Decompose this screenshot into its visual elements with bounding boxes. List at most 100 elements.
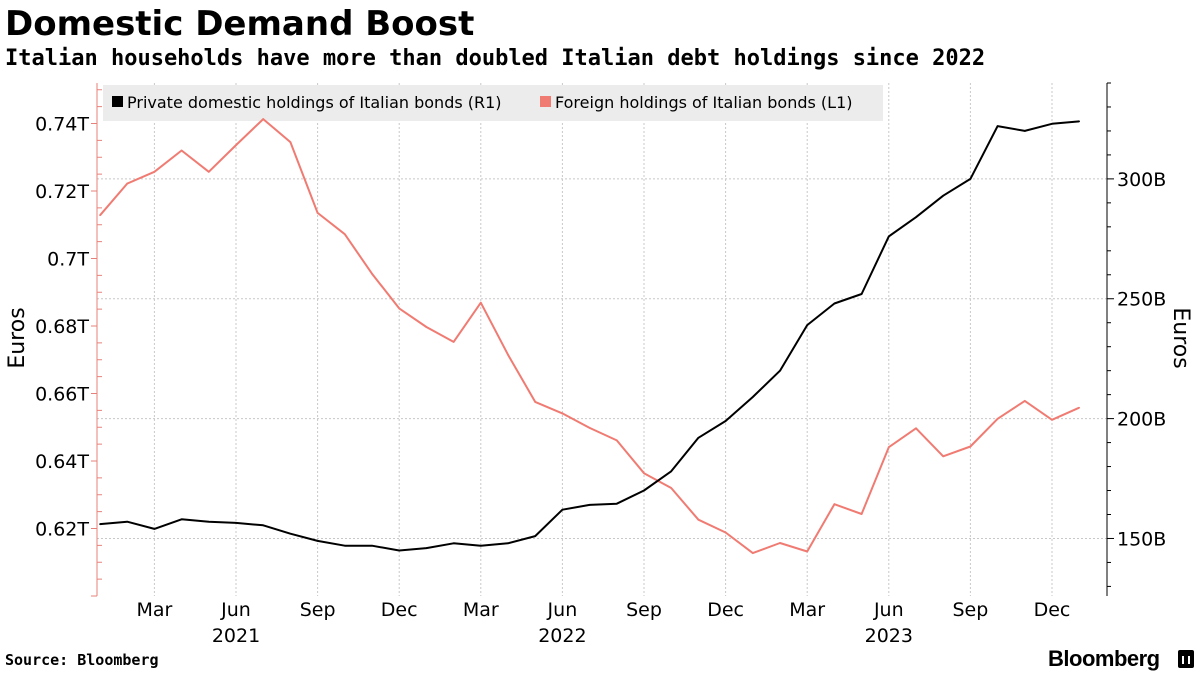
data-point-foreign (153, 170, 156, 173)
brand-logo: Bloomberg (1048, 646, 1160, 671)
y-right-tick-label: 200B (1117, 409, 1166, 431)
x-tick-label: Mar (136, 599, 172, 621)
y-right-tick-label: 250B (1117, 289, 1166, 311)
data-point-private-domestic (915, 216, 917, 219)
data-point-private-domestic (126, 520, 128, 523)
data-point-private-domestic (969, 178, 972, 180)
data-point-foreign (398, 307, 401, 310)
data-point-foreign (942, 455, 944, 458)
data-point-foreign (180, 149, 183, 152)
y-axis-label-right: Euros (1168, 307, 1193, 368)
data-point-private-domestic (480, 544, 482, 547)
y-left-tick-label: 0.74T (35, 114, 89, 136)
data-point-foreign (289, 141, 292, 143)
y-axis-label-left: Euros (5, 307, 30, 368)
legend: Private domestic holdings of Italian bon… (103, 85, 883, 121)
data-point-private-domestic (344, 544, 346, 547)
data-point-foreign (969, 445, 972, 448)
data-point-foreign (779, 542, 781, 544)
legend-label-private-domestic: Private domestic holdings of Italian bon… (127, 93, 502, 112)
data-point-private-domestic (1051, 122, 1053, 125)
data-point-private-domestic (697, 436, 700, 439)
y-left-tick-label: 0.72T (35, 181, 89, 203)
data-point-foreign (888, 446, 890, 448)
data-point-foreign (561, 412, 564, 415)
data-point-private-domestic (670, 470, 672, 473)
x-tick-label: Jun (873, 599, 904, 621)
data-point-private-domestic (99, 523, 101, 525)
data-point-private-domestic (153, 528, 156, 530)
data-point-foreign (344, 233, 346, 235)
x-tick-label: Mar (789, 599, 825, 621)
data-point-private-domestic (534, 535, 536, 537)
data-point-foreign (316, 212, 319, 214)
x-tick-label: Dec (1034, 599, 1071, 621)
x-tick-label: Sep (300, 599, 336, 621)
data-point-foreign (452, 341, 455, 343)
data-point-private-domestic (316, 540, 319, 542)
x-tick-label: Dec (707, 599, 744, 621)
data-point-private-domestic (262, 524, 265, 527)
data-point-private-domestic (996, 125, 999, 127)
data-point-foreign (697, 518, 700, 521)
data-point-private-domestic (1078, 120, 1080, 123)
data-point-private-domestic (588, 504, 591, 506)
data-point-foreign (588, 427, 591, 429)
data-point-private-domestic (942, 194, 944, 197)
data-point-foreign (480, 301, 482, 304)
x-tick-label: Jun (220, 599, 251, 621)
data-point-foreign (262, 118, 265, 120)
data-point-foreign (833, 503, 836, 506)
data-point-foreign (534, 401, 536, 403)
data-point-private-domestic (833, 302, 836, 305)
plot-area (97, 83, 1107, 596)
data-point-foreign (670, 487, 672, 489)
data-point-foreign (806, 550, 808, 553)
data-point-private-domestic (398, 549, 401, 552)
data-point-private-domestic (180, 518, 183, 521)
data-point-private-domestic (888, 235, 890, 238)
x-tick-label: Sep (626, 599, 662, 621)
y-right-tick-label: 150B (1117, 528, 1166, 550)
y-left-tick-label: 0.62T (35, 519, 89, 541)
data-point-foreign (1051, 419, 1053, 421)
y-left-tick-label: 0.64T (35, 451, 89, 473)
chart-title: Domestic Demand Boost (5, 4, 475, 44)
data-point-foreign (1024, 400, 1026, 402)
legend-label-foreign: Foreign holdings of Italian bonds (L1) (555, 93, 852, 112)
data-point-private-domestic (752, 396, 754, 398)
data-point-private-domestic (208, 520, 210, 523)
x-year-label: 2021 (212, 625, 260, 647)
data-point-foreign (860, 513, 863, 515)
x-tick-label: Dec (381, 599, 418, 621)
x-tick-label: Sep (952, 599, 988, 621)
series-lines (99, 118, 1080, 555)
data-point-private-domestic (1024, 130, 1026, 132)
data-point-foreign (996, 418, 999, 420)
gridlines (97, 83, 1107, 596)
x-year-label: 2023 (865, 625, 913, 647)
y-right-tick-label: 300B (1117, 169, 1166, 191)
bloomberg-terminal-icon (1178, 650, 1194, 668)
data-point-foreign (752, 552, 754, 554)
data-point-private-domestic (289, 532, 292, 535)
data-point-private-domestic (507, 542, 509, 545)
data-point-foreign (126, 182, 128, 185)
x-tick-label: Jun (547, 599, 578, 621)
data-point-foreign (643, 472, 645, 474)
data-point-private-domestic (452, 542, 455, 545)
x-tick-label: Mar (463, 599, 499, 621)
y-left-tick-label: 0.66T (35, 384, 89, 406)
data-point-foreign (371, 272, 373, 275)
data-point-private-domestic (371, 544, 373, 547)
legend-background (103, 85, 883, 121)
data-point-private-domestic (779, 369, 781, 372)
axes: 0.62T 0.64T 0.66T 0.68T 0.7T 0.72T 0.74T 150B 20… (35, 82, 1166, 647)
data-point-foreign (208, 170, 210, 173)
data-point-private-domestic (235, 522, 237, 524)
data-point-private-domestic (616, 502, 618, 505)
data-point-private-domestic (643, 489, 645, 492)
data-point-private-domestic (425, 547, 428, 549)
data-point-foreign (425, 326, 428, 328)
